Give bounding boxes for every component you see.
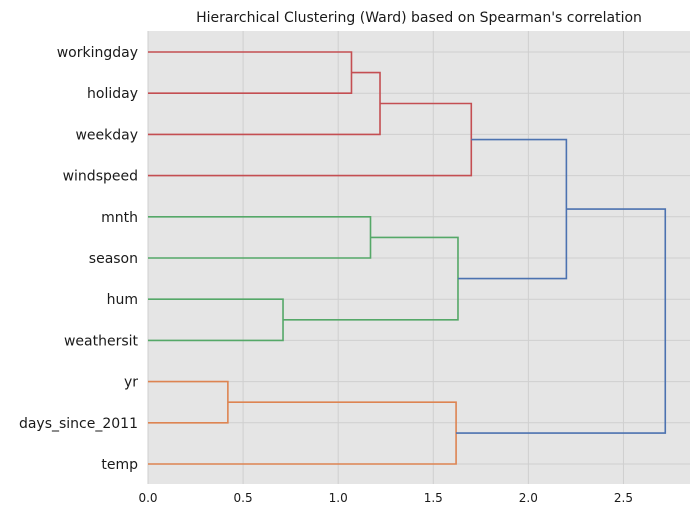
x-tick-labels: 0.0 0.5 1.0 1.5 2.0 2.5 — [138, 491, 633, 505]
x-tick-label: 2.5 — [614, 491, 633, 505]
leaf-label: weekday — [75, 127, 138, 143]
leaf-label: workingday — [57, 45, 138, 61]
x-tick-label: 0.5 — [234, 491, 253, 505]
leaf-label: holiday — [87, 86, 138, 102]
dendrogram-link-9 — [456, 208, 667, 434]
leaf-labels: workingday holiday weekday windspeed mnth sea… — [19, 45, 139, 473]
x-tick-label: 1.5 — [424, 491, 443, 505]
leaf-label: mnth — [101, 210, 138, 226]
x-tick-label: 2.0 — [519, 491, 538, 505]
dendrogram-link-2 — [148, 102, 473, 177]
dendrogram-link-3 — [148, 216, 372, 259]
leaf-label: days_since_2011 — [19, 416, 138, 432]
leaf-label: season — [89, 251, 138, 267]
links-layer — [148, 51, 667, 465]
x-tick-label: 1.0 — [329, 491, 348, 505]
x-tick-label: 0.0 — [138, 491, 157, 505]
leaf-label: temp — [101, 457, 138, 473]
leaf-label: hum — [107, 292, 138, 308]
leaf-label: yr — [124, 375, 138, 391]
chart-title: Hierarchical Clustering (Ward) based on … — [196, 10, 642, 26]
dendrogram-link-8 — [148, 401, 457, 465]
leaf-label: weathersit — [64, 333, 139, 349]
leaf-label: windspeed — [63, 169, 138, 185]
dendrogram-link-1 — [148, 71, 381, 136]
